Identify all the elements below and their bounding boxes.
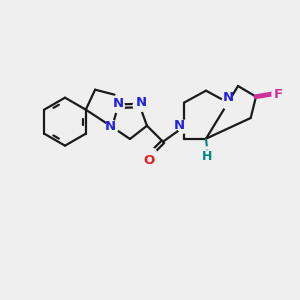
Circle shape [272,88,284,100]
Text: N: N [112,97,124,110]
Text: N: N [136,96,147,109]
Text: N: N [173,119,184,132]
Circle shape [112,100,124,112]
Text: N: N [105,120,116,134]
Circle shape [178,120,190,133]
Text: H: H [202,150,212,163]
Circle shape [202,151,213,162]
Text: F: F [274,88,283,100]
Circle shape [133,99,146,112]
Text: N: N [223,91,234,103]
Text: O: O [143,154,155,166]
Circle shape [106,121,118,133]
Circle shape [222,96,234,109]
Circle shape [144,148,157,161]
